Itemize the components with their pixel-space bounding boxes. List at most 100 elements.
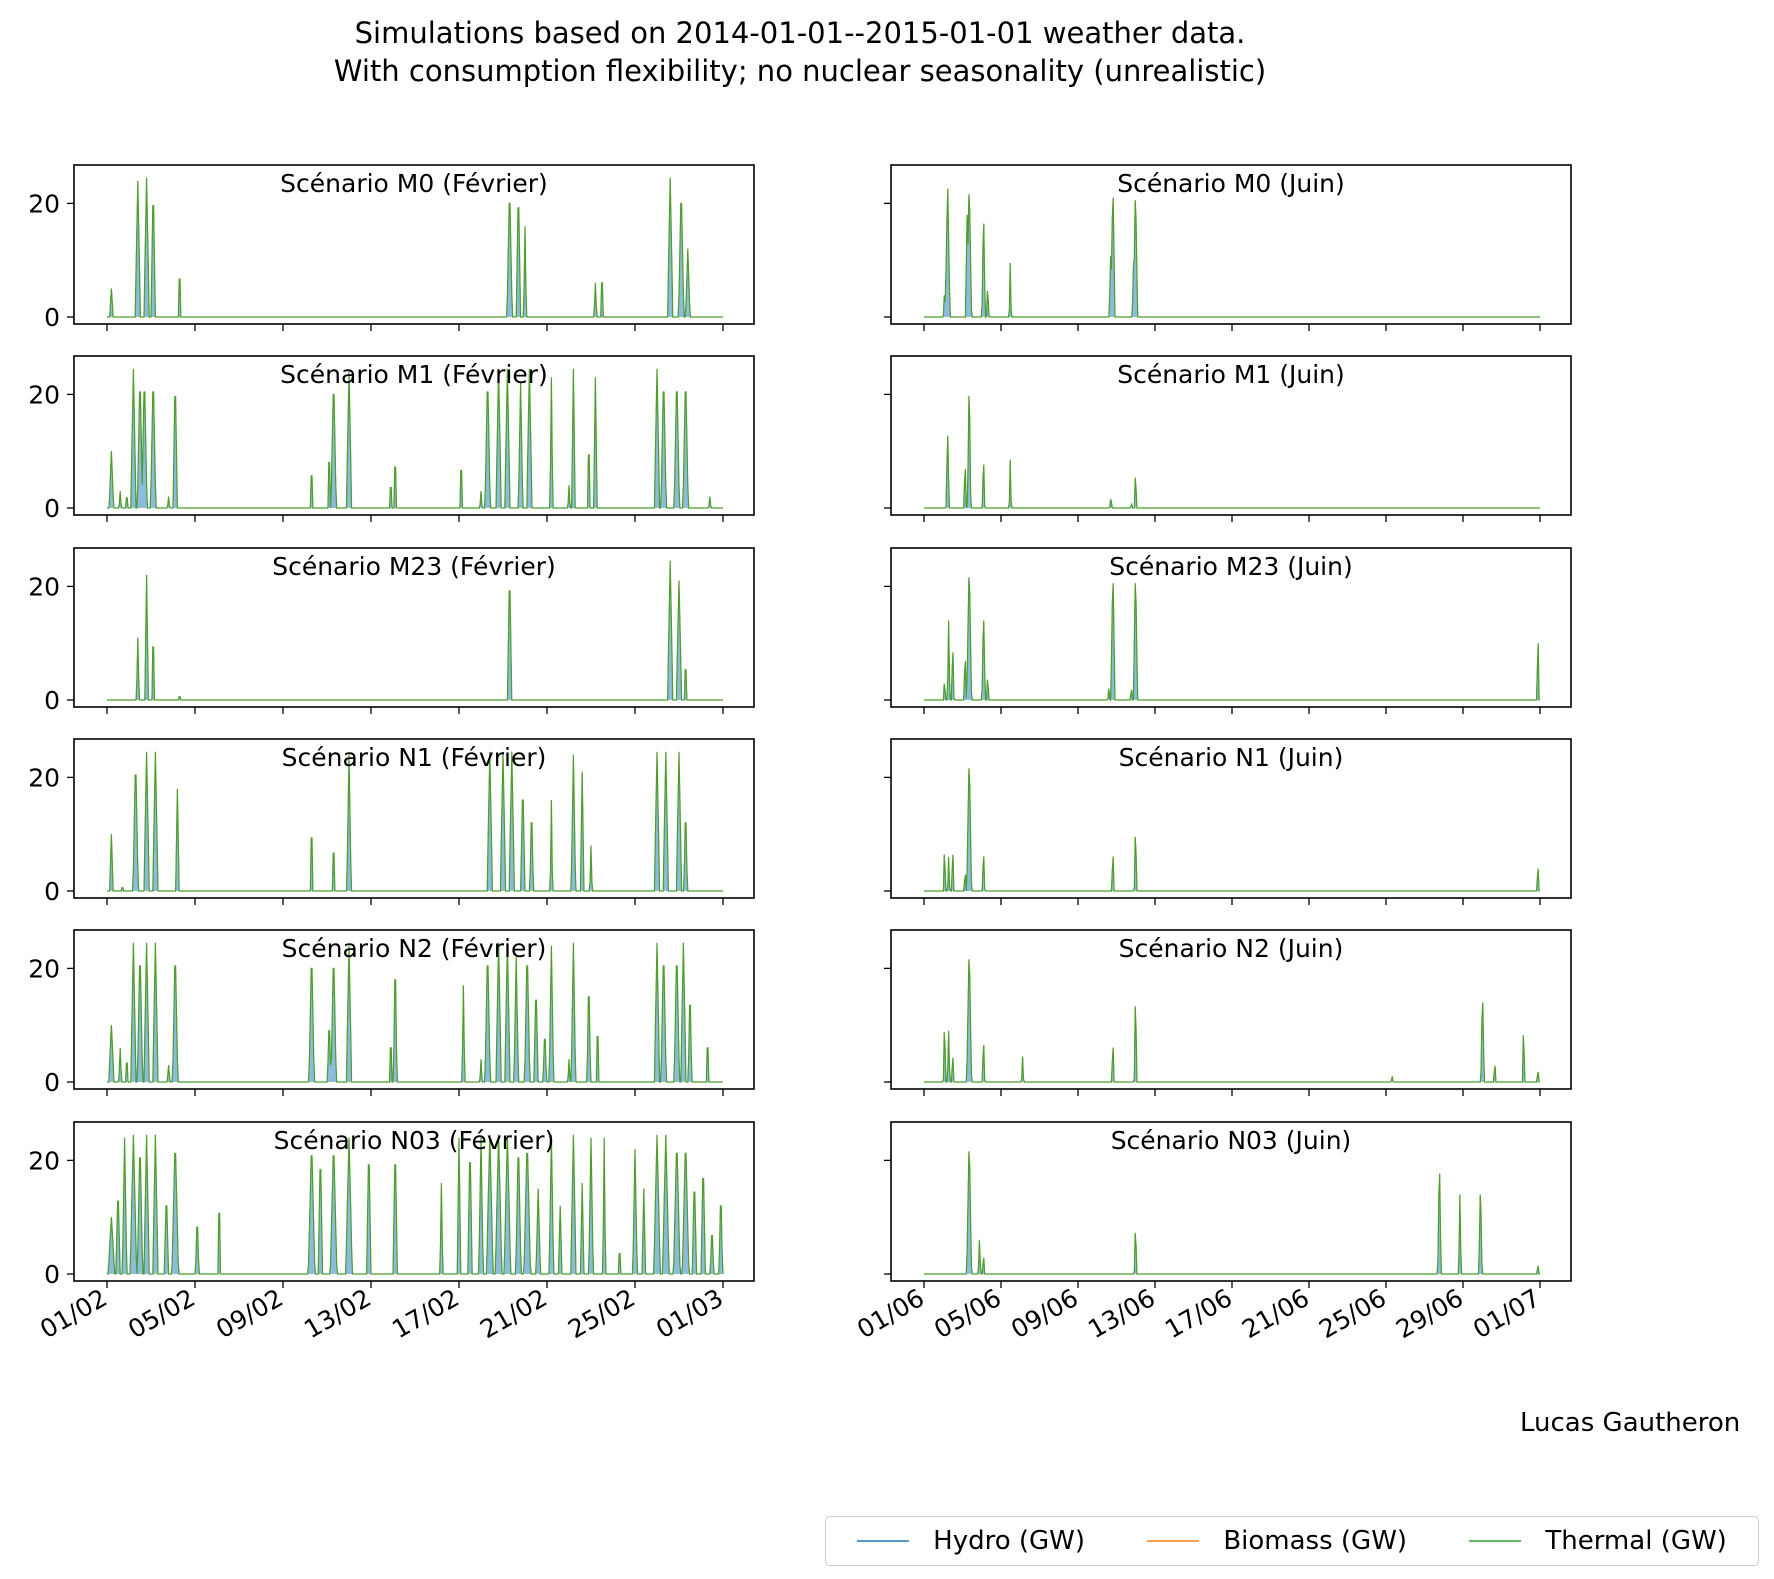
hydro-area-feb-m23 [107, 572, 723, 700]
hydro-line-jun-m23 [924, 577, 1540, 702]
panel-feb-n1: Scénario N1 (Février) 0 20 [28, 738, 755, 906]
panel-feb-m23: Scénario M23 (Février) 0 20 [28, 547, 755, 715]
hydro-line-feb-m0 [107, 189, 723, 318]
axes-frame-feb-m1 [73, 355, 755, 516]
hydro-area-feb-n03 [107, 1146, 723, 1274]
legend-swatch-thermal [1469, 1540, 1522, 1542]
legend-item-hydro: Hydro (GW) [857, 1526, 1085, 1556]
axes-frame-jun-m0 [890, 164, 1572, 325]
ytick-label-0-feb-n2: 0 [44, 1068, 60, 1097]
biomass-area-jun-n03 [924, 1151, 1540, 1274]
panel-feb-m0: Scénario M0 (Février) 0 20 [28, 164, 755, 332]
xtick-label-2-jun-n03: 09/06 [1006, 1283, 1083, 1344]
xtick-label-3-jun-n03: 13/06 [1083, 1283, 1160, 1344]
hydro-area-jun-m0 [924, 189, 1540, 317]
legend-item-thermal: Thermal (GW) [1469, 1526, 1727, 1556]
hydro-line-jun-n2 [924, 959, 1540, 1083]
ytick-label-0-feb-m0: 0 [44, 303, 60, 332]
hydro-area-jun-m23 [924, 577, 1540, 700]
axes-frame-feb-n03 [73, 1121, 755, 1282]
xtick-label-5-feb-n03: 21/02 [475, 1283, 552, 1344]
thermal-line-feb-m1 [107, 368, 723, 509]
panel-title-feb-n03: Scénario N03 (Février) [274, 1126, 555, 1155]
panel-title-feb-m1: Scénario M1 (Février) [280, 360, 548, 389]
hydro-line-feb-m23 [107, 572, 723, 701]
hydro-line-jun-n1 [924, 768, 1540, 892]
legend-swatch-biomass [1147, 1540, 1200, 1542]
ytick-label-20-feb-n1: 20 [28, 763, 60, 792]
hydro-area-jun-n03 [924, 1151, 1540, 1274]
biomass-area-jun-n1 [924, 768, 1540, 891]
axes-frame-feb-m23 [73, 547, 755, 708]
thermal-line-jun-m1 [924, 395, 1540, 509]
xtick-label-1-feb-n03: 05/02 [123, 1283, 200, 1344]
author-credit: Lucas Gautheron [1520, 1408, 1741, 1438]
thermal-line-jun-n03 [924, 1151, 1540, 1275]
panel-feb-n03: Scénario N03 (Février) 0 20 01/02 05/02 09/02… [28, 1121, 755, 1344]
ytick-label-0-feb-n1: 0 [44, 877, 60, 906]
figure-title-line1: Simulations based on 2014-01-01--2015-01… [354, 16, 1246, 50]
biomass-area-feb-m1 [107, 368, 723, 508]
axes-frame-jun-n03 [890, 1121, 1572, 1282]
hydro-area-jun-m1 [924, 396, 1540, 508]
panel-feb-n2: Scénario N2 (Février) 0 20 [28, 929, 755, 1097]
xtick-label-2-feb-n03: 09/02 [211, 1283, 288, 1344]
panel-title-feb-n2: Scénario N2 (Février) [282, 934, 547, 963]
thermal-line-feb-m23 [107, 560, 723, 701]
hydro-line-jun-m1 [924, 395, 1540, 509]
panel-jun-n03: Scénario N03 (Juin) 01/06 05/06 09/06 13/06 1… [852, 1121, 1572, 1344]
biomass-area-jun-m23 [924, 577, 1540, 700]
panel-jun-m1: Scénario M1 (Juin) [884, 355, 1572, 522]
legend-label-biomass: Biomass (GW) [1223, 1526, 1408, 1556]
xtick-label-7-jun-n03: 29/06 [1391, 1283, 1468, 1344]
ytick-label-20-feb-n2: 20 [28, 954, 60, 983]
hydro-area-jun-n2 [924, 959, 1540, 1082]
hydro-area-feb-n1 [107, 763, 723, 891]
panel-title-feb-n1: Scénario N1 (Février) [282, 743, 547, 772]
legend-swatch-hydro [857, 1540, 910, 1542]
thermal-line-jun-n1 [924, 768, 1540, 892]
xtick-label-6-feb-n03: 25/02 [563, 1283, 640, 1344]
hydro-area-feb-m1 [107, 380, 723, 508]
xtick-label-6-jun-n03: 25/06 [1314, 1283, 1391, 1344]
axes-frame-jun-m1 [890, 355, 1572, 516]
biomass-area-jun-m0 [924, 188, 1540, 317]
axes-frame-jun-m23 [890, 547, 1572, 708]
ytick-label-20-feb-m0: 20 [28, 189, 60, 218]
panel-title-feb-m0: Scénario M0 (Février) [280, 169, 548, 198]
thermal-line-jun-m23 [924, 577, 1540, 703]
thermal-line-feb-n1 [107, 751, 723, 892]
thermal-line-jun-m0 [924, 188, 1540, 320]
thermal-line-feb-m0 [107, 177, 723, 318]
xtick-label-5-jun-n03: 21/06 [1237, 1283, 1314, 1344]
xtick-label-0-jun-n03: 01/06 [852, 1283, 929, 1344]
hydro-area-feb-n2 [107, 954, 723, 1082]
axes-frame-feb-n1 [73, 738, 755, 899]
ytick-label-0-feb-m23: 0 [44, 686, 60, 715]
hydro-line-feb-m1 [107, 380, 723, 509]
thermal-line-feb-n03 [107, 1134, 724, 1275]
hydro-line-feb-n03 [107, 1146, 724, 1275]
hydro-area-feb-m0 [107, 189, 723, 317]
hydro-line-feb-n1 [107, 763, 723, 892]
legend-item-biomass: Biomass (GW) [1147, 1526, 1407, 1556]
panel-title-feb-m23: Scénario M23 (Février) [272, 552, 556, 581]
ytick-label-20-feb-m1: 20 [28, 380, 60, 409]
axes-frame-jun-n2 [890, 929, 1572, 1090]
panel-title-jun-m23: Scénario M23 (Juin) [1109, 552, 1352, 581]
ytick-label-20-feb-m23: 20 [28, 572, 60, 601]
axes-frame-feb-n2 [73, 929, 755, 1090]
legend: Hydro (GW) Biomass (GW) Thermal (GW) [825, 1516, 1759, 1566]
panel-title-jun-m1: Scénario M1 (Juin) [1117, 360, 1345, 389]
panel-title-jun-n1: Scénario N1 (Juin) [1119, 743, 1344, 772]
hydro-line-feb-n2 [107, 954, 723, 1083]
xtick-label-3-feb-n03: 13/02 [299, 1283, 376, 1344]
thermal-line-jun-n2 [924, 959, 1540, 1083]
thermal-line-feb-n2 [107, 942, 723, 1083]
axes-frame-jun-n1 [890, 738, 1572, 899]
hydro-area-jun-n1 [924, 768, 1540, 891]
panel-jun-m0: Scénario M0 (Juin) [884, 164, 1572, 331]
biomass-area-jun-m1 [924, 396, 1540, 508]
legend-label-hydro: Hydro (GW) [933, 1526, 1086, 1556]
panel-jun-m23: Scénario M23 (Juin) [884, 547, 1572, 714]
